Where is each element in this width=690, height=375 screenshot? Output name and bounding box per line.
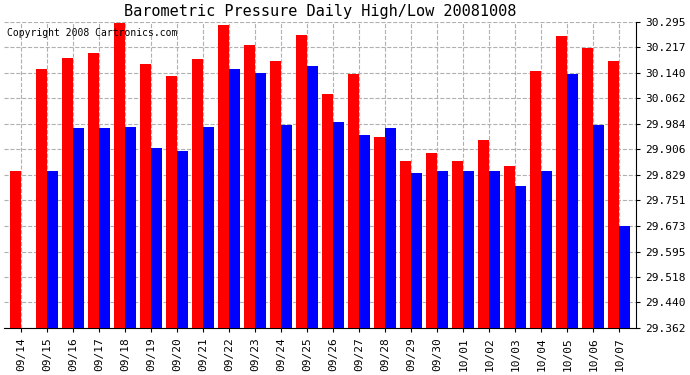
Bar — [140, 64, 151, 328]
Bar — [244, 45, 255, 328]
Bar — [229, 69, 240, 328]
Bar — [556, 36, 567, 328]
Bar — [478, 140, 489, 328]
Bar — [620, 226, 631, 328]
Bar — [531, 71, 542, 328]
Bar — [36, 69, 47, 328]
Bar — [193, 60, 203, 328]
Bar — [375, 136, 385, 328]
Bar — [593, 125, 604, 328]
Bar — [515, 186, 526, 328]
Title: Barometric Pressure Daily High/Low 20081008: Barometric Pressure Daily High/Low 20081… — [124, 4, 516, 19]
Bar — [296, 35, 307, 328]
Bar — [270, 61, 282, 328]
Bar — [437, 171, 448, 328]
Bar — [463, 171, 474, 328]
Bar — [307, 66, 318, 328]
Bar — [411, 173, 422, 328]
Bar — [542, 171, 552, 328]
Bar — [47, 171, 58, 328]
Bar — [333, 122, 344, 328]
Bar — [62, 58, 73, 328]
Bar — [10, 171, 21, 328]
Bar — [359, 135, 370, 328]
Bar — [489, 171, 500, 328]
Bar — [609, 61, 620, 328]
Bar — [504, 166, 515, 328]
Bar — [166, 76, 177, 328]
Bar — [218, 25, 229, 328]
Bar — [348, 74, 359, 328]
Bar — [125, 127, 136, 328]
Bar — [400, 161, 411, 328]
Bar — [73, 128, 84, 328]
Bar — [582, 48, 593, 328]
Bar — [385, 128, 396, 328]
Bar — [151, 148, 162, 328]
Text: Copyright 2008 Cartronics.com: Copyright 2008 Cartronics.com — [8, 28, 178, 38]
Bar — [255, 73, 266, 328]
Bar — [177, 152, 188, 328]
Bar — [322, 94, 333, 328]
Bar — [567, 74, 578, 328]
Bar — [115, 23, 125, 328]
Bar — [99, 128, 110, 328]
Bar — [203, 127, 214, 328]
Bar — [88, 53, 99, 328]
Bar — [282, 125, 292, 328]
Bar — [453, 161, 463, 328]
Bar — [426, 153, 437, 328]
